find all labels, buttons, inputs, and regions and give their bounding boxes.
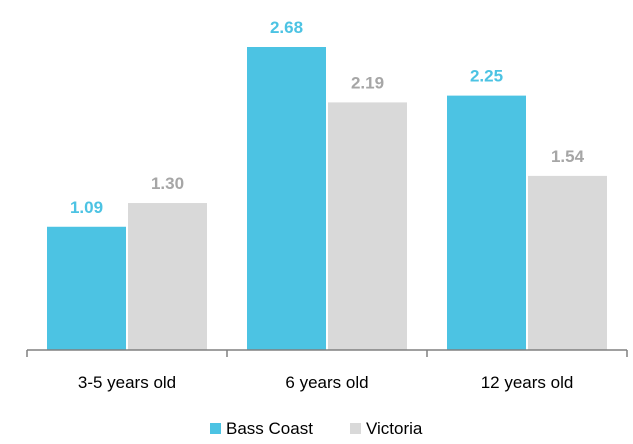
- bar-bass-coast-0: [47, 226, 126, 350]
- category-labels-group: 3-5 years old 6 years old 12 years old: [78, 373, 573, 392]
- x-axis-ticks: [26, 350, 628, 357]
- value-label-victoria-2: 1.54: [551, 147, 585, 166]
- value-label-bass-coast-1: 2.68: [270, 18, 303, 37]
- value-label-victoria-1: 2.19: [351, 73, 384, 92]
- bar-bass-coast-1: [247, 47, 326, 350]
- legend: Bass Coast Victoria: [210, 419, 423, 438]
- category-label-1: 6 years old: [285, 373, 368, 392]
- legend-label-victoria: Victoria: [366, 419, 423, 438]
- value-label-bass-coast-2: 2.25: [470, 67, 503, 86]
- bar-victoria-2: [528, 175, 607, 350]
- value-label-bass-coast-0: 1.09: [70, 198, 103, 217]
- bar-victoria-0: [128, 203, 207, 350]
- value-label-victoria-0: 1.30: [151, 174, 184, 193]
- bar-bass-coast-2: [447, 95, 526, 351]
- legend-swatch-victoria: [350, 423, 361, 434]
- legend-swatch-bass-coast: [210, 423, 221, 434]
- bar-victoria-1: [328, 102, 407, 350]
- category-label-0: 3-5 years old: [78, 373, 176, 392]
- value-labels-group: 1.09 2.68 2.25 1.30 2.19 1.54: [70, 18, 585, 217]
- category-label-2: 12 years old: [481, 373, 574, 392]
- bars-group: [47, 47, 607, 351]
- legend-label-bass-coast: Bass Coast: [226, 419, 313, 438]
